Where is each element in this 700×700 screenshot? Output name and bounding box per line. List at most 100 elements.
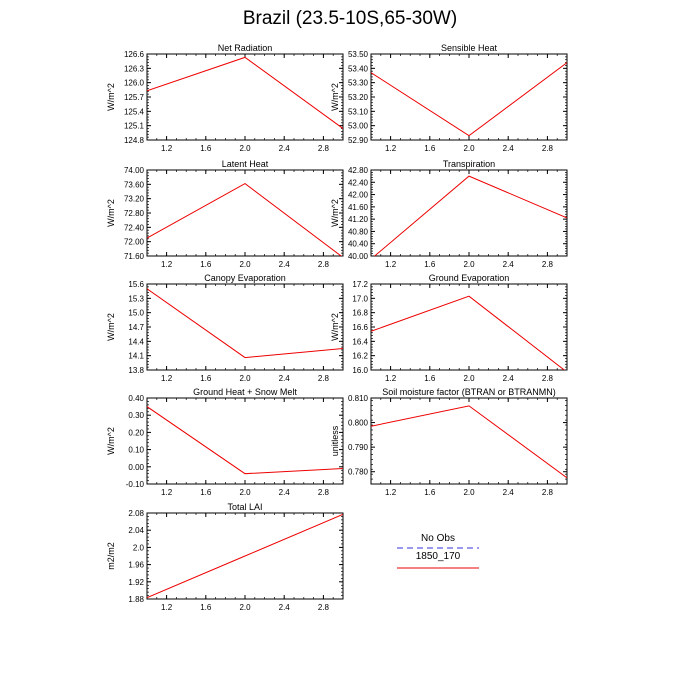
x-tick-label: 2.4 — [279, 144, 291, 153]
series-line — [373, 175, 567, 256]
y-tick-label: 53.20 — [348, 93, 369, 102]
x-tick-label: 2.0 — [463, 374, 475, 383]
x-tick-label: 1.2 — [385, 144, 397, 153]
y-tick-label: 53.50 — [348, 50, 369, 59]
y-axis-label: W/m^2 — [106, 427, 116, 455]
y-tick-label: 40.00 — [348, 252, 369, 261]
page-title: Brazil (23.5-10S,65-30W) — [242, 8, 458, 29]
y-tick-label: 0.30 — [128, 411, 144, 420]
y-tick-label: 124.8 — [124, 136, 145, 145]
y-tick-label: 72.80 — [124, 209, 145, 218]
x-tick-label: 2.4 — [503, 488, 515, 497]
y-tick-label: 53.00 — [348, 122, 369, 131]
y-axis-label: W/m^2 — [330, 199, 340, 227]
x-tick-label: 1.6 — [200, 260, 212, 269]
y-axis-label: W/m^2 — [106, 199, 116, 227]
legend-label: 1850_170 — [416, 551, 461, 562]
plot-frame — [370, 397, 568, 485]
x-tick-label: 2.8 — [318, 260, 330, 269]
x-tick-label: 2.8 — [542, 374, 554, 383]
plot-frame — [370, 283, 568, 371]
plot-frame — [370, 169, 568, 257]
chart-panel-2: Sensible Heat W/m^2 1.2 1.6 2.0 2.4 2.8 52.90 53… — [330, 43, 568, 153]
series-line — [147, 288, 343, 359]
y-tick-label: 13.8 — [128, 366, 144, 375]
y-tick-label: 53.40 — [348, 64, 369, 73]
y-tick-label: 16.2 — [352, 352, 368, 361]
x-tick-label: 1.6 — [200, 603, 212, 612]
y-tick-label: 72.40 — [124, 223, 145, 232]
series-line — [371, 405, 567, 479]
plot-frame — [146, 53, 344, 141]
plot-frame — [370, 53, 568, 141]
y-tick-label: 15.6 — [128, 280, 144, 289]
chart-panel-7: Ground Heat + Snow Melt W/m^2 1.2 1.6 2.0 2.4… — [106, 387, 344, 497]
x-tick-label: 2.8 — [318, 374, 330, 383]
x-tick-label: 2.8 — [542, 260, 554, 269]
y-tick-label: 14.4 — [128, 337, 144, 346]
y-tick-label: 126.6 — [124, 50, 145, 59]
y-tick-label: 71.60 — [124, 252, 145, 261]
x-tick-label: 1.2 — [161, 488, 173, 497]
y-tick-label: 42.40 — [348, 178, 369, 187]
x-tick-label: 2.0 — [239, 144, 251, 153]
y-tick-label: 0.790 — [348, 443, 369, 452]
y-tick-label: 126.0 — [124, 79, 145, 88]
y-tick-label: 2.08 — [128, 509, 144, 518]
chart-title: Transpiration — [443, 159, 495, 169]
y-tick-label: 14.7 — [128, 323, 144, 332]
legend: No Obs 1850_170 — [397, 533, 479, 569]
chart-title: Latent Heat — [222, 159, 269, 169]
x-tick-label: 2.0 — [239, 488, 251, 497]
x-tick-label: 2.0 — [463, 144, 475, 153]
x-tick-label: 1.6 — [200, 374, 212, 383]
legend-label: No Obs — [421, 533, 455, 544]
y-axis-label: W/m^2 — [106, 83, 116, 111]
x-tick-label: 2.0 — [463, 260, 475, 269]
chart-title: Ground Evaporation — [429, 273, 510, 283]
series-line — [147, 183, 342, 256]
chart-title: Ground Heat + Snow Melt — [193, 387, 297, 397]
y-tick-label: 73.60 — [124, 180, 145, 189]
x-tick-label: 1.2 — [161, 144, 173, 153]
y-tick-label: 0.780 — [348, 468, 369, 477]
x-tick-label: 1.6 — [424, 488, 436, 497]
y-axis-label: W/m^2 — [106, 313, 116, 341]
x-tick-label: 1.6 — [200, 144, 212, 153]
y-tick-label: 40.40 — [348, 240, 369, 249]
y-tick-label: 125.7 — [124, 93, 145, 102]
x-tick-label: 1.2 — [161, 603, 173, 612]
y-tick-label: 41.20 — [348, 215, 369, 224]
x-tick-label: 2.0 — [239, 603, 251, 612]
y-tick-label: 125.4 — [124, 107, 145, 116]
y-tick-label: 2.04 — [128, 526, 144, 535]
y-tick-label: 15.3 — [128, 294, 144, 303]
chart-panel-1: Net Radiation W/m^2 1.2 1.6 2.0 2.4 2.8 124.8 12… — [106, 43, 344, 153]
series-line — [147, 513, 343, 599]
plot-frame — [146, 169, 344, 257]
y-tick-label: 1.88 — [128, 595, 144, 604]
y-axis-label: W/m^2 — [330, 83, 340, 111]
x-tick-label: 1.6 — [424, 260, 436, 269]
x-tick-label: 2.4 — [279, 603, 291, 612]
chart-panel-8: Soil moisture factor (BTRAN or BTRANMN) u… — [330, 387, 568, 497]
y-tick-label: 17.2 — [352, 280, 368, 289]
x-tick-label: 2.4 — [503, 144, 515, 153]
x-tick-label: 1.2 — [161, 374, 173, 383]
y-tick-label: 53.10 — [348, 107, 369, 116]
y-tick-label: 42.80 — [348, 166, 369, 175]
y-tick-label: 14.1 — [128, 352, 144, 361]
x-tick-label: 2.4 — [279, 488, 291, 497]
series-line — [371, 62, 567, 137]
x-tick-label: 2.8 — [318, 488, 330, 497]
x-tick-label: 2.4 — [503, 260, 515, 269]
y-tick-label: 42.00 — [348, 191, 369, 200]
y-tick-label: 72.00 — [124, 238, 145, 247]
x-tick-label: 2.8 — [318, 144, 330, 153]
x-tick-label: 2.8 — [542, 144, 554, 153]
x-tick-label: 1.6 — [200, 488, 212, 497]
y-tick-label: 125.1 — [124, 122, 145, 131]
y-tick-label: 41.60 — [348, 203, 369, 212]
x-tick-label: 1.2 — [385, 374, 397, 383]
